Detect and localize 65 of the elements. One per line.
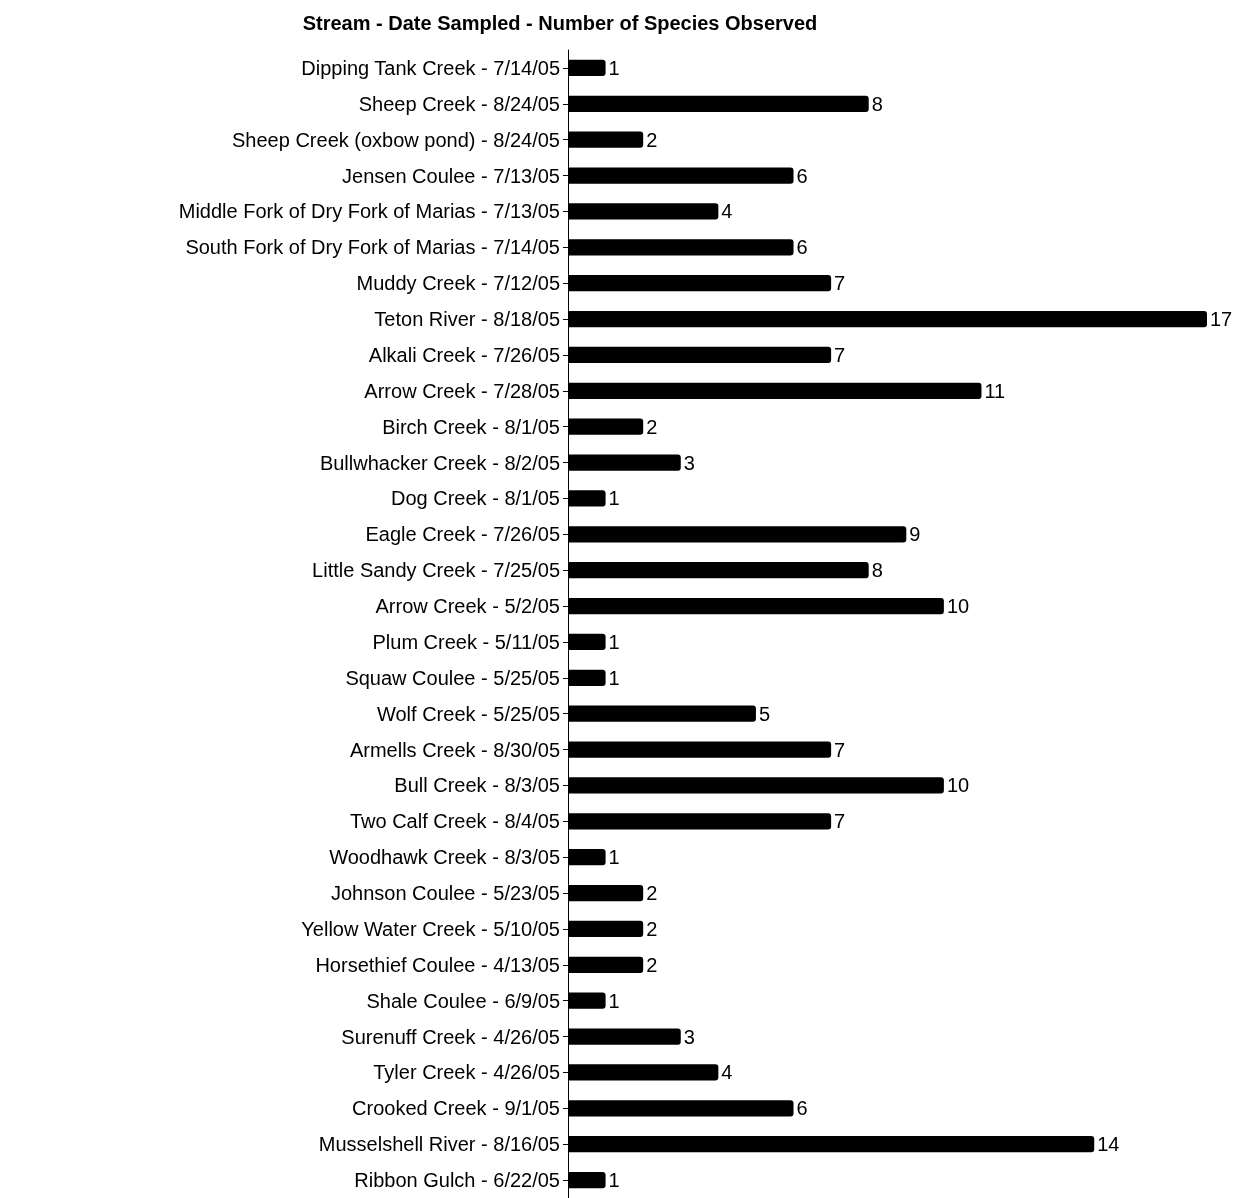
data-label: 5 xyxy=(758,702,771,725)
y-tick-label: Arrow Creek - 7/28/05 xyxy=(364,379,560,402)
y-tick-label: South Fork of Dry Fork of Marias - 7/14/05 xyxy=(185,236,560,259)
data-label: 1 xyxy=(608,630,620,653)
y-tick-label: Yellow Water Creek - 5/10/05 xyxy=(301,917,560,940)
data-label: 7 xyxy=(834,810,846,833)
data-label: 1 xyxy=(608,846,620,869)
chart-title: Stream - Date Sampled - Number of Species Observed xyxy=(302,12,818,34)
data-label: 10 xyxy=(946,774,970,797)
y-tick-label: Eagle Creek - 7/26/05 xyxy=(365,523,560,546)
data-label: 17 xyxy=(1210,308,1233,331)
y-tick-label: Alkali Creek - 7/26/05 xyxy=(368,343,560,366)
data-label: 2 xyxy=(646,882,658,905)
data-label: 14 xyxy=(1097,1133,1120,1156)
data-label: 4 xyxy=(721,200,733,223)
data-label: 9 xyxy=(909,523,921,546)
data-label: 8 xyxy=(871,92,883,115)
y-tick-label: Arrow Creek - 5/2/05 xyxy=(375,595,560,618)
y-tick-label: Dog Creek - 8/1/05 xyxy=(391,487,560,510)
data-label: 2 xyxy=(646,917,658,940)
data-label: 1 xyxy=(608,487,620,510)
data-label: 7 xyxy=(834,272,846,295)
y-tick-label: Jensen Coulee - 7/13/05 xyxy=(342,164,560,187)
y-tick-label: Crooked Creek - 9/1/05 xyxy=(352,1097,560,1120)
data-label: 6 xyxy=(796,164,808,187)
data-label: 10 xyxy=(946,595,970,618)
y-tick-label: Teton River - 8/18/05 xyxy=(374,308,560,331)
y-tick-label: Surenuff Creek - 4/26/05 xyxy=(341,1025,560,1048)
y-tick-label: Birch Creek - 8/1/05 xyxy=(382,415,560,438)
data-label: 7 xyxy=(834,738,846,761)
data-label: 3 xyxy=(683,451,695,474)
y-tick-label: Wolf Creek - 5/25/05 xyxy=(376,702,560,725)
data-label: 2 xyxy=(646,128,658,151)
y-tick-label: Middle Fork of Dry Fork of Marias - 7/13/05 xyxy=(178,200,560,223)
data-label: 2 xyxy=(646,953,658,976)
y-tick-label: Sheep Creek - 8/24/05 xyxy=(358,92,560,115)
y-tick-label: Two Calf Creek - 8/4/05 xyxy=(349,810,560,833)
y-tick-label: Johnson Coulee - 5/23/05 xyxy=(330,882,560,905)
data-label: 1 xyxy=(608,666,620,689)
y-tick-label: Muddy Creek - 7/12/05 xyxy=(356,272,560,295)
y-tick-label: Armells Creek - 8/30/05 xyxy=(349,738,560,761)
y-tick-label: Shale Coulee - 6/9/05 xyxy=(366,989,560,1012)
data-label: 11 xyxy=(984,379,1006,402)
y-tick-label: Squaw Coulee - 5/25/05 xyxy=(345,666,560,689)
data-label: 4 xyxy=(721,1061,733,1084)
y-tick-label: Little Sandy Creek - 7/25/05 xyxy=(312,559,560,582)
data-label: 6 xyxy=(796,236,808,259)
data-label: 6 xyxy=(796,1097,808,1120)
y-tick-label: Dipping Tank Creek - 7/14/05 xyxy=(301,56,560,79)
y-tick-label: Musselshell River - 8/16/05 xyxy=(318,1133,560,1156)
data-label: 1 xyxy=(608,56,620,79)
data-label: 7 xyxy=(834,343,846,366)
y-tick-label: Horsethief Coulee - 4/13/05 xyxy=(315,953,560,976)
data-label: 3 xyxy=(683,1025,695,1048)
y-tick-label: Plum Creek - 5/11/05 xyxy=(372,630,560,653)
data-label: 2 xyxy=(646,415,658,438)
y-tick-label: Sheep Creek (oxbow pond) - 8/24/05 xyxy=(232,128,560,151)
y-tick-label: Ribbon Gulch - 6/22/05 xyxy=(354,1169,560,1192)
y-tick-label: Woodhawk Creek - 8/3/05 xyxy=(329,846,560,869)
y-tick-label: Bullwhacker Creek - 8/2/05 xyxy=(319,451,560,474)
data-label: 8 xyxy=(871,559,883,582)
y-tick-label: Tyler Creek - 4/26/05 xyxy=(373,1061,560,1084)
data-label: 1 xyxy=(608,1169,620,1192)
y-tick-label: Bull Creek - 8/3/05 xyxy=(394,774,560,797)
data-label: 1 xyxy=(608,989,620,1012)
